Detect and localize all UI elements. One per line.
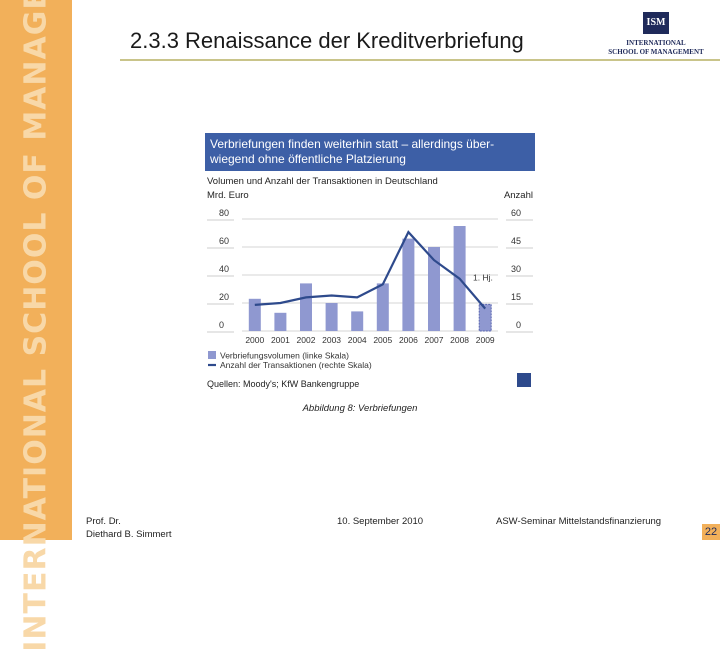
author-line-1: Prof. Dr. — [86, 516, 121, 527]
title-divider — [120, 59, 720, 61]
x-tick-label: 2000 — [245, 335, 264, 345]
ism-logo: ISM INTERNATIONAL SCHOOL OF MANAGEMENT — [606, 12, 706, 58]
line-anzahl-transaktionen — [255, 232, 485, 309]
figure-caption: Abbildung 8: Verbriefungen — [0, 403, 720, 414]
left-tick-label: 60 — [219, 236, 229, 246]
right-tick-label: 60 — [511, 208, 521, 218]
legend-label-bars: Verbriefungsvolumen (linke Skala) — [220, 351, 349, 361]
kfw-logo-icon — [517, 373, 531, 387]
page-number: 22 — [702, 524, 720, 540]
right-tick-label: 0 — [516, 320, 521, 330]
bar-2004 — [351, 311, 363, 331]
legend-swatch-bars — [208, 351, 216, 359]
x-tick-label: 2001 — [271, 335, 290, 345]
logo-line-2: SCHOOL OF MANAGEMENT — [606, 48, 706, 56]
left-tick-label: 40 — [219, 264, 229, 274]
right-tick-label: 30 — [511, 264, 521, 274]
x-tick-label: 2009 — [476, 335, 495, 345]
x-tick-label: 2008 — [450, 335, 469, 345]
sidebar-band: INTERNATIONAL SCHOOL OF MANAGEMENT — [0, 0, 72, 540]
author-line-2: Diethard B. Simmert — [86, 529, 172, 540]
sidebar-school-name: INTERNATIONAL SCHOOL OF MANAGEMENT — [19, 0, 54, 652]
footer-event: ASW-Seminar Mittelstandsfinanzierung — [496, 516, 661, 527]
left-tick-label: 20 — [219, 292, 229, 302]
chart-figure: Verbriefungen finden weiterhin statt – a… — [205, 133, 535, 395]
bar-2001 — [274, 313, 286, 331]
bar-2006 — [402, 239, 414, 331]
x-tick-label: 2005 — [373, 335, 392, 345]
logo-line-1: INTERNATIONAL — [606, 39, 706, 47]
left-tick-label: 0 — [219, 320, 224, 330]
x-tick-label: 2007 — [425, 335, 444, 345]
left-tick-label: 80 — [219, 208, 229, 218]
right-tick-label: 45 — [511, 236, 521, 246]
x-tick-label: 2003 — [322, 335, 341, 345]
x-tick-label: 2004 — [348, 335, 367, 345]
x-tick-label: 2002 — [297, 335, 316, 345]
bar-2002 — [300, 283, 312, 331]
chart-source: Quellen: Moody's; KfW Bankengruppe — [207, 379, 359, 389]
bar-2005 — [377, 283, 389, 331]
logo-mark: ISM — [643, 12, 669, 34]
bar-2003 — [326, 303, 338, 331]
slide-title: 2.3.3 Renaissance der Kreditverbriefung — [130, 28, 524, 54]
footer-date: 10. September 2010 — [337, 516, 423, 527]
annotation-half-year: 1. Hj. — [473, 273, 493, 283]
chart-plot: 0 20 40 60 80 0 15 30 45 60 2000 2001 2002 2003 2004 20… — [205, 133, 535, 395]
x-tick-label: 2006 — [399, 335, 418, 345]
legend-label-line: Anzahl der Transaktionen (rechte Skala) — [220, 360, 372, 370]
right-tick-label: 15 — [511, 292, 521, 302]
